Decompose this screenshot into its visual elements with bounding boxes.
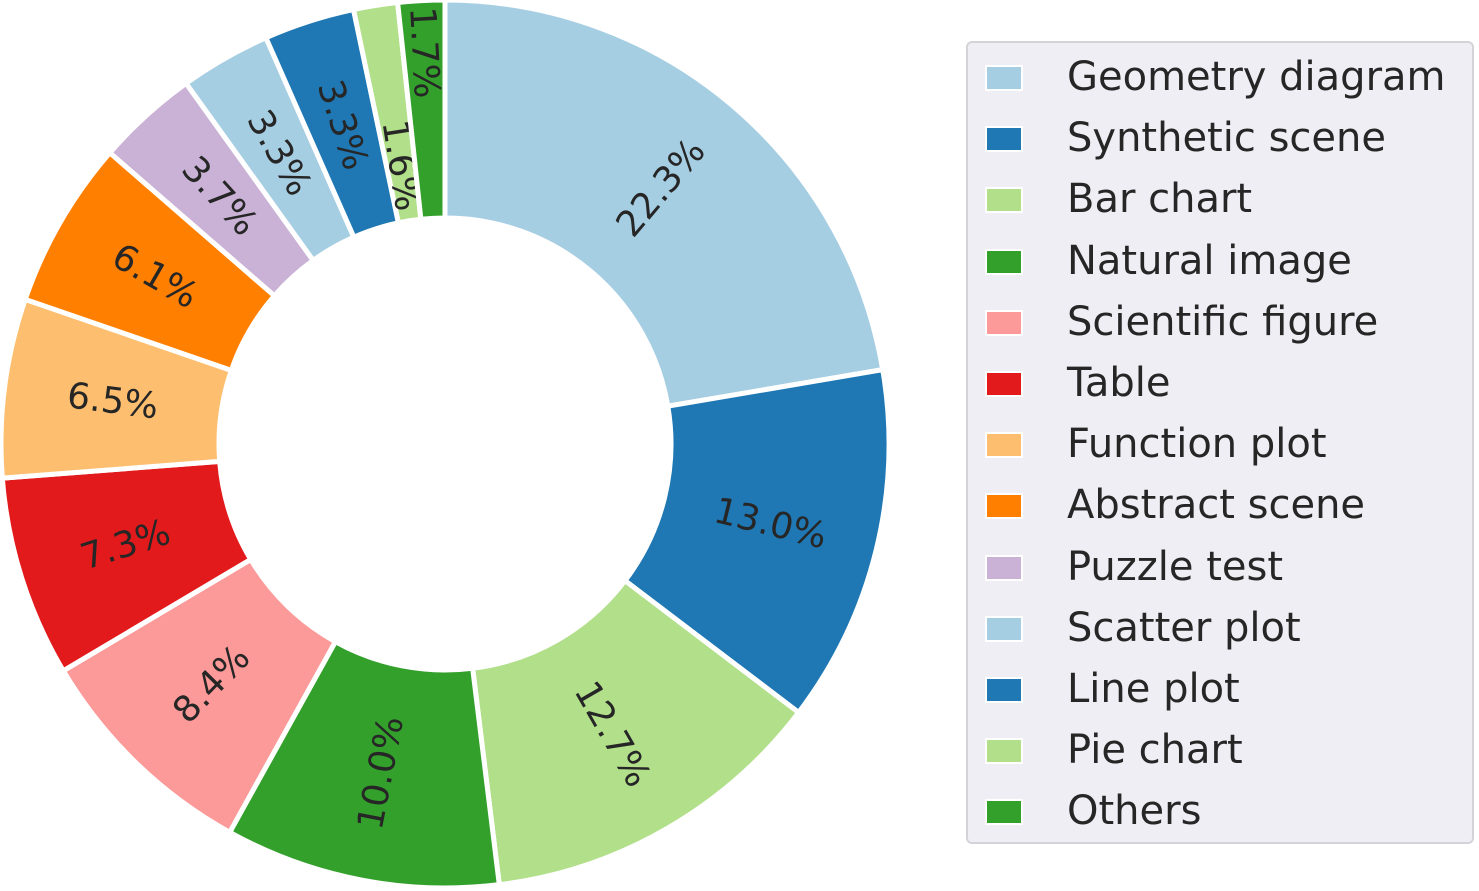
legend-label: Others: [1067, 788, 1202, 835]
legend-label: Natural image: [1067, 237, 1352, 284]
legend-swatch: [985, 799, 1023, 826]
legend-swatch: [985, 65, 1023, 91]
legend: Geometry diagram Synthetic scene Bar chart…: [966, 41, 1474, 844]
legend-item: Geometry diagram: [968, 47, 1472, 108]
legend-item: Abstract scene: [968, 475, 1472, 536]
legend-label: Function plot: [1067, 421, 1327, 468]
legend-swatch: [985, 677, 1023, 703]
legend-swatch: [985, 493, 1023, 520]
legend-item: Others: [968, 781, 1472, 842]
legend-swatch: [985, 554, 1023, 581]
legend-label: Synthetic scene: [1067, 115, 1386, 162]
legend-item: Puzzle test: [968, 537, 1472, 598]
legend-label: Line plot: [1067, 666, 1240, 712]
legend-item: Scientific figure: [968, 292, 1472, 353]
legend-swatch: [985, 371, 1023, 397]
legend-swatch: [985, 309, 1023, 336]
legend-swatch: [985, 738, 1023, 765]
legend-label: Pie chart: [1067, 727, 1243, 774]
legend-item: Bar chart: [968, 169, 1472, 230]
legend-label: Table: [1067, 360, 1171, 406]
slice-synthetic-scene: [621, 366, 892, 716]
legend-swatch: [985, 248, 1023, 275]
legend-item: Pie chart: [968, 720, 1472, 781]
legend-label: Scatter plot: [1067, 604, 1301, 651]
legend-swatch: [985, 615, 1023, 642]
legend-swatch: [985, 126, 1023, 153]
legend-swatch: [985, 432, 1023, 459]
slice-bar-chart: [469, 577, 803, 888]
legend-item: Function plot: [968, 414, 1472, 475]
slice-label: 1.7%: [401, 6, 447, 100]
legend-item: Synthetic scene: [968, 108, 1472, 169]
legend-item: Scatter plot: [968, 598, 1472, 659]
legend-label: Puzzle test: [1067, 543, 1284, 590]
legend-item: Table: [968, 353, 1472, 414]
legend-swatch: [985, 187, 1023, 214]
donut-chart: 22.3%13.0%12.7%10.0%8.4%7.3%6.5%6.1%3.7%…: [1, 0, 892, 888]
slice-geometry-diagram: [442, 0, 886, 410]
legend-item: Line plot: [968, 659, 1472, 720]
slice-others: [394, 0, 448, 223]
legend-label: Abstract scene: [1067, 482, 1366, 529]
legend-label: Scientific figure: [1067, 298, 1379, 345]
legend-label: Bar chart: [1067, 176, 1253, 223]
legend-label: Geometry diagram: [1067, 54, 1446, 100]
legend-item: Natural image: [968, 231, 1472, 292]
